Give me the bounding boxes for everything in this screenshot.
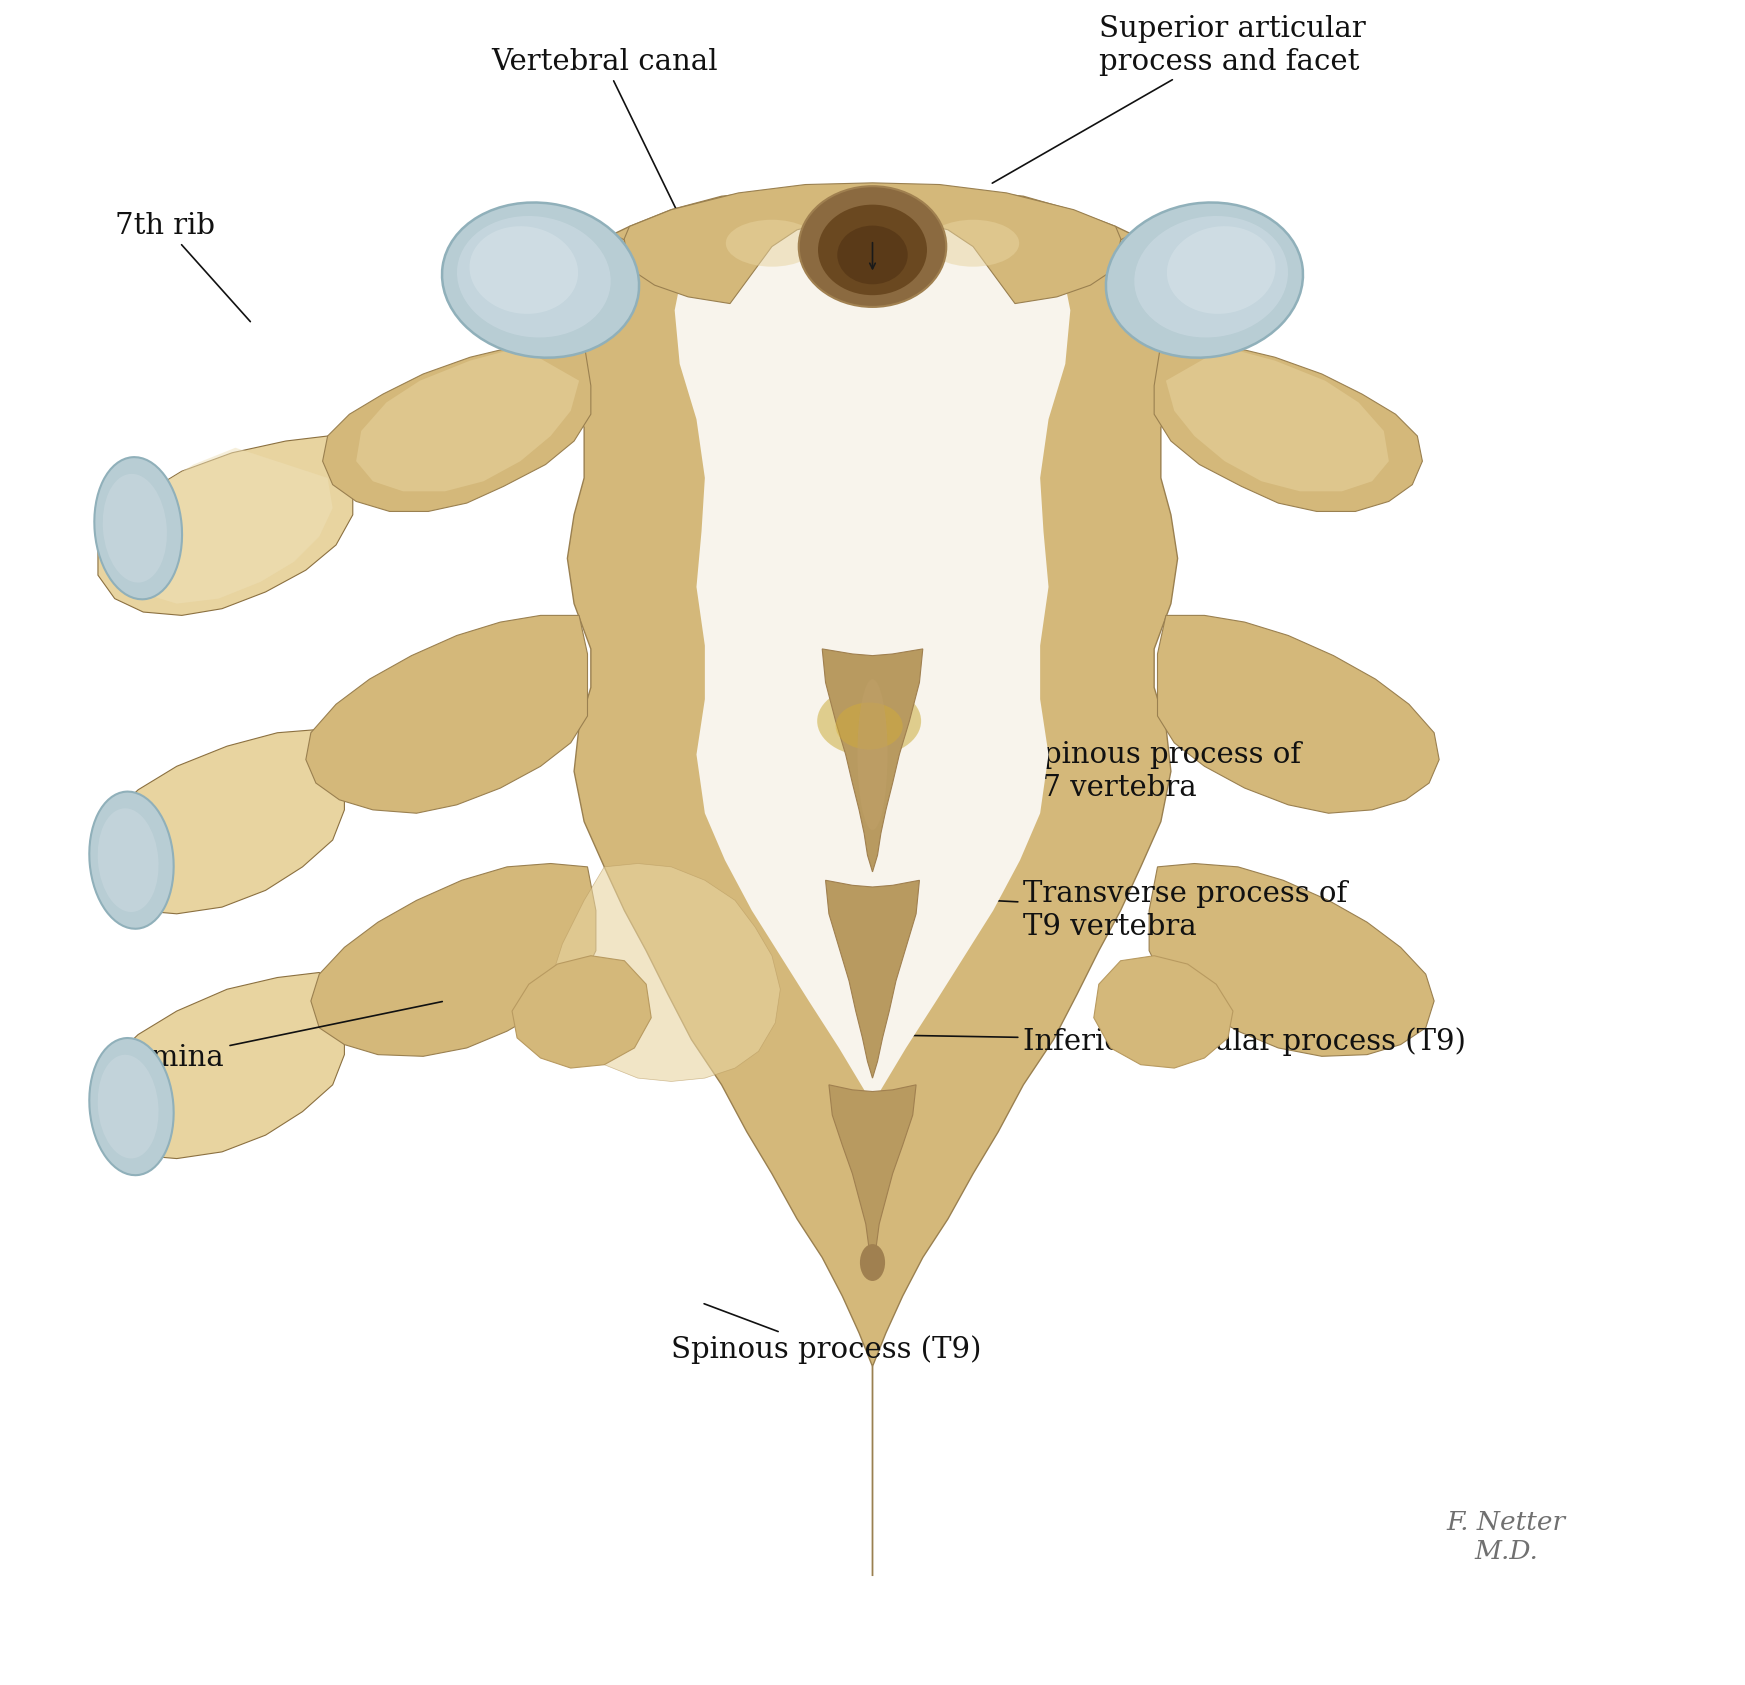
Polygon shape — [621, 184, 1124, 303]
Ellipse shape — [98, 1055, 159, 1159]
Ellipse shape — [441, 202, 639, 357]
Polygon shape — [115, 448, 333, 603]
Polygon shape — [1157, 615, 1440, 814]
Ellipse shape — [818, 204, 927, 295]
Text: Superior articular
process and facet: Superior articular process and facet — [993, 15, 1366, 184]
Polygon shape — [1166, 347, 1389, 492]
Polygon shape — [1113, 226, 1288, 347]
Ellipse shape — [857, 679, 888, 831]
Ellipse shape — [836, 703, 902, 750]
Polygon shape — [98, 436, 352, 615]
Ellipse shape — [813, 377, 932, 445]
Ellipse shape — [799, 187, 946, 307]
Polygon shape — [825, 880, 920, 1078]
Ellipse shape — [1167, 226, 1276, 313]
Ellipse shape — [834, 209, 911, 243]
Polygon shape — [457, 226, 632, 347]
Polygon shape — [675, 195, 1070, 1124]
Polygon shape — [541, 189, 1204, 1575]
Ellipse shape — [1134, 216, 1288, 337]
Polygon shape — [822, 649, 923, 871]
Text: 7th rib: 7th rib — [115, 212, 250, 322]
Polygon shape — [323, 344, 592, 512]
Ellipse shape — [89, 1038, 174, 1174]
Ellipse shape — [94, 457, 181, 600]
Ellipse shape — [726, 219, 818, 266]
Ellipse shape — [927, 219, 1019, 266]
Polygon shape — [1094, 955, 1234, 1068]
Polygon shape — [1150, 863, 1434, 1056]
Text: Transverse process of
T9 vertebra: Transverse process of T9 vertebra — [993, 880, 1347, 940]
Ellipse shape — [860, 1244, 885, 1281]
Ellipse shape — [98, 809, 159, 912]
Ellipse shape — [457, 216, 611, 337]
Ellipse shape — [89, 792, 174, 928]
Text: Spinous process of
T7 vertebra: Spinous process of T7 vertebra — [784, 741, 1302, 802]
Polygon shape — [356, 347, 579, 492]
Polygon shape — [311, 863, 595, 1056]
Text: Spinous process (T9): Spinous process (T9) — [672, 1304, 982, 1365]
Polygon shape — [511, 955, 651, 1068]
Text: Inferior articular process (T9): Inferior articular process (T9) — [859, 1026, 1466, 1055]
Ellipse shape — [822, 482, 923, 541]
Polygon shape — [92, 972, 344, 1159]
Text: Vertebral canal: Vertebral canal — [490, 47, 717, 211]
Text: Lamina: Lamina — [115, 1001, 441, 1072]
Ellipse shape — [827, 576, 918, 630]
Ellipse shape — [103, 473, 168, 583]
Ellipse shape — [1106, 202, 1304, 357]
Ellipse shape — [817, 686, 921, 757]
Polygon shape — [1153, 344, 1422, 512]
Polygon shape — [829, 1085, 916, 1269]
Ellipse shape — [469, 226, 578, 313]
Polygon shape — [92, 730, 344, 913]
Ellipse shape — [801, 256, 944, 349]
Ellipse shape — [838, 226, 907, 285]
Text: F. Netter
M.D.: F. Netter M.D. — [1447, 1510, 1565, 1564]
Polygon shape — [551, 863, 780, 1082]
Polygon shape — [305, 615, 588, 814]
